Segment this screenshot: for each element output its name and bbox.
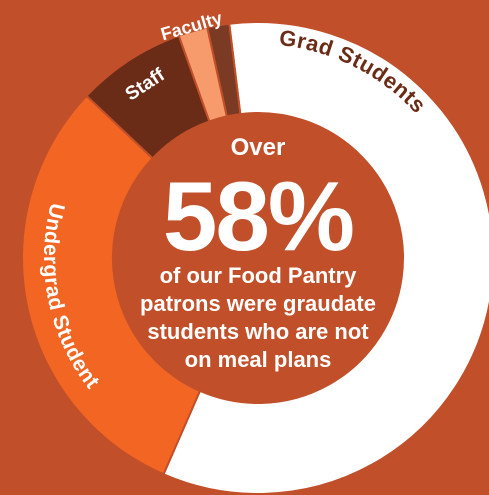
annotation-headline: 58% bbox=[163, 161, 353, 271]
chart-center-disc bbox=[113, 113, 403, 403]
annotation-line-3: students who are not bbox=[147, 319, 369, 344]
annotation-line-2: patrons were graudate bbox=[140, 291, 376, 316]
annotation-line-1: of our Food Pantry bbox=[160, 263, 358, 288]
annotation-line-4: on meal plans bbox=[185, 347, 332, 372]
chart-segments bbox=[21, 21, 489, 495]
annotation-lead: Over bbox=[231, 134, 286, 161]
